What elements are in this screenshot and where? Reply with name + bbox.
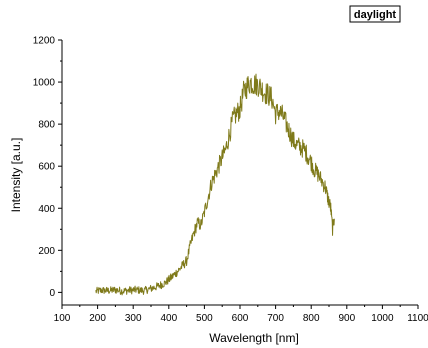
y-tick-label: 800 <box>38 120 55 131</box>
y-tick-label: 1200 <box>33 36 56 47</box>
axes-layer: 100 200 300 400 500 600 700 800 900 1000 1100 0 200 4… <box>33 36 428 325</box>
series-line <box>95 73 335 296</box>
x-tick-label: 500 <box>196 313 213 324</box>
y-axis-label: Intensity [a.u.] <box>9 138 23 213</box>
y-tick-label: 1000 <box>33 78 56 89</box>
legend-label: daylight <box>354 9 397 21</box>
y-tick-label: 600 <box>38 162 55 173</box>
x-tick-label: 400 <box>160 313 177 324</box>
legend-box <box>349 5 401 23</box>
x-tick-label: 300 <box>125 313 142 324</box>
x-tick-label: 600 <box>232 313 249 324</box>
y-tick-label: 200 <box>38 246 55 257</box>
y-tick-label: 0 <box>49 288 55 299</box>
x-tick-label: 1000 <box>371 313 394 324</box>
x-tick-label: 900 <box>338 313 355 324</box>
x-tick-label: 200 <box>89 313 106 324</box>
x-tick-label: 1100 <box>407 313 428 324</box>
y-tick-label: 400 <box>38 204 55 215</box>
x-tick-label: 800 <box>303 313 320 324</box>
x-axis-label: Wavelength [nm] <box>209 331 299 345</box>
series-layer <box>95 73 335 296</box>
x-tick-label: 700 <box>267 313 284 324</box>
x-tick-label: 100 <box>54 313 71 324</box>
legend: daylight <box>349 5 401 23</box>
